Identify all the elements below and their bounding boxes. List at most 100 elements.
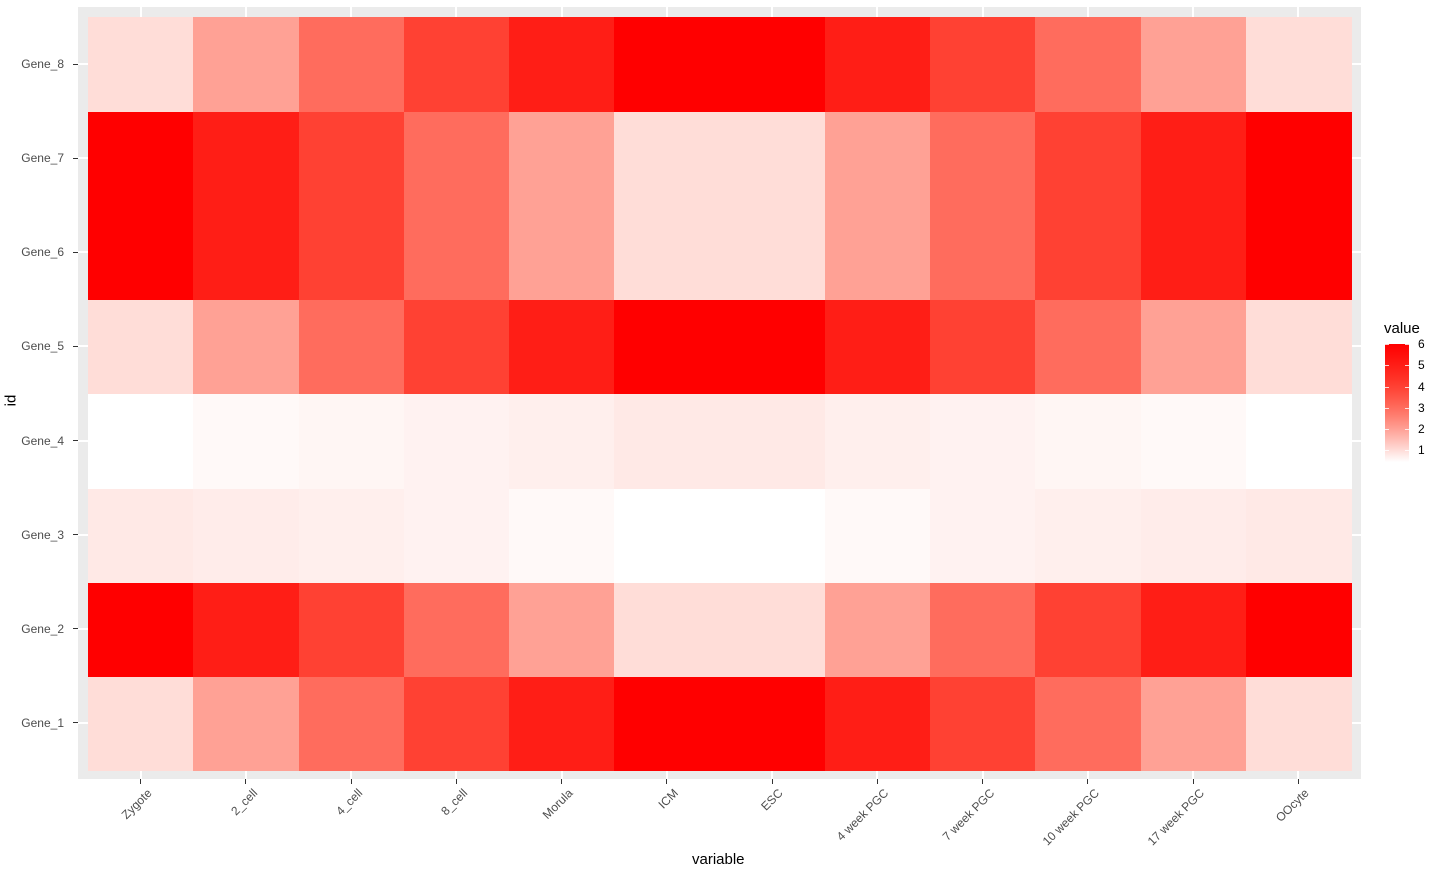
heatmap-cell: [824, 393, 931, 489]
x-tick-label: 10 week PGC: [1039, 786, 1102, 849]
y-tick: [73, 345, 78, 347]
heatmap-cell: [719, 581, 826, 677]
heatmap-cell: [1140, 17, 1247, 112]
y-tick-label: Gene_5: [21, 339, 64, 354]
x-tick-label: ICM: [655, 786, 681, 812]
x-axis-title-text: variable: [692, 851, 745, 868]
y-tick-label: Gene_7: [21, 151, 64, 166]
heatmap-cell: [1140, 393, 1247, 489]
heatmap-cell: [1035, 675, 1142, 771]
y-tick: [73, 722, 78, 724]
x-tick: [876, 779, 878, 784]
x-tick: [1192, 779, 1194, 784]
heatmap-cell: [193, 111, 300, 207]
heatmap-cell: [298, 487, 405, 583]
heatmap-cell: [193, 205, 300, 301]
x-tick-label: Zygote: [118, 786, 155, 822]
legend-tick-label: 2: [1418, 422, 1425, 437]
heatmap-cell: [930, 17, 1036, 112]
heatmap-cell: [1245, 17, 1352, 112]
heatmap-cell: [824, 581, 931, 677]
y-tick-label: Gene_2: [21, 621, 64, 636]
heatmap-cell: [509, 17, 615, 112]
heatmap-cell: [614, 675, 721, 771]
legend-tick-label: 6: [1418, 337, 1425, 351]
heatmap-cell: [509, 581, 615, 677]
legend-tick-mark: [1405, 344, 1409, 345]
heatmap-cell: [88, 17, 194, 112]
x-tick: [455, 779, 457, 784]
heatmap-cell: [298, 675, 405, 771]
heatmap-cell: [824, 675, 931, 771]
heatmap-cell: [1140, 581, 1247, 677]
heatmap-cell: [1035, 487, 1142, 583]
x-tick-label: 2_cell: [228, 786, 261, 819]
heatmap-cell: [614, 393, 721, 489]
legend-tick-mark: [1385, 407, 1389, 409]
heatmap-cell: [509, 675, 615, 771]
heatmap-cell: [88, 487, 194, 583]
heatmap-cell: [1035, 111, 1142, 207]
heatmap-cell: [1245, 487, 1352, 583]
heatmap-cell: [298, 299, 405, 395]
heatmap-cell: [614, 205, 721, 301]
heatmap-cell: [403, 205, 510, 301]
x-tick: [666, 779, 668, 784]
heatmap-cell: [614, 299, 721, 395]
x-tick: [1297, 779, 1299, 784]
heatmap-cell: [1140, 675, 1247, 771]
heatmap-cell: [1245, 393, 1352, 489]
y-tick: [73, 157, 78, 159]
heatmap-cell: [1140, 299, 1247, 395]
heatmap-cell: [403, 393, 510, 489]
heatmap-cell: [509, 393, 615, 489]
heatmap-cell: [88, 581, 194, 677]
y-tick-label: Gene_4: [21, 433, 64, 448]
heatmap-cell: [298, 111, 405, 207]
legend-tick-mark: [1385, 450, 1389, 452]
heatmap-cell: [930, 111, 1036, 207]
y-tick: [73, 251, 78, 253]
x-tick: [561, 779, 563, 784]
heatmap-cell: [1035, 581, 1142, 677]
heatmap-cell: [719, 487, 826, 583]
x-tick-label: 4 week PGC: [834, 786, 892, 844]
x-tick-label: 7 week PGC: [939, 786, 997, 844]
x-tick-label: 17 week PGC: [1144, 786, 1208, 849]
heatmap-cell: [298, 581, 405, 677]
y-axis-title: id: [2, 394, 20, 407]
heatmap-cell: [509, 111, 615, 207]
heatmap-cell: [824, 111, 931, 207]
heatmap-cell: [614, 581, 721, 677]
legend-colorbar: [1385, 344, 1409, 462]
heatmap-cell: [719, 111, 826, 207]
heatmap-cell: [88, 111, 194, 207]
x-tick: [1087, 779, 1089, 784]
heatmap-cell: [1035, 299, 1142, 395]
heatmap-cell: [88, 393, 194, 489]
y-tick-label: Gene_8: [21, 57, 64, 72]
y-tick: [73, 440, 78, 442]
legend-tick-mark: [1385, 386, 1389, 388]
heatmap-cell: [1035, 205, 1142, 301]
heatmap-cell: [298, 17, 405, 112]
x-tick-label: ESC: [758, 786, 786, 814]
heatmap-cell: [824, 299, 931, 395]
y-tick: [73, 63, 78, 65]
x-tick-label: OOcyte: [1273, 786, 1312, 825]
y-tick: [73, 534, 78, 536]
heatmap-cell: [88, 299, 194, 395]
heatmap-cell: [1245, 111, 1352, 207]
legend-tick-mark: [1385, 365, 1389, 367]
heatmap-cell: [719, 675, 826, 771]
heatmap-cell: [1035, 17, 1142, 112]
legend-tick-mark: [1385, 344, 1389, 345]
heatmap-cell: [614, 487, 721, 583]
heatmap-cell: [298, 393, 405, 489]
y-tick-label: Gene_6: [21, 245, 64, 260]
legend-tick-mark: [1405, 450, 1409, 452]
heatmap-cell: [1245, 675, 1352, 771]
x-tick: [140, 779, 142, 784]
heatmap-cell: [88, 205, 194, 301]
heatmap-cell: [719, 17, 826, 112]
